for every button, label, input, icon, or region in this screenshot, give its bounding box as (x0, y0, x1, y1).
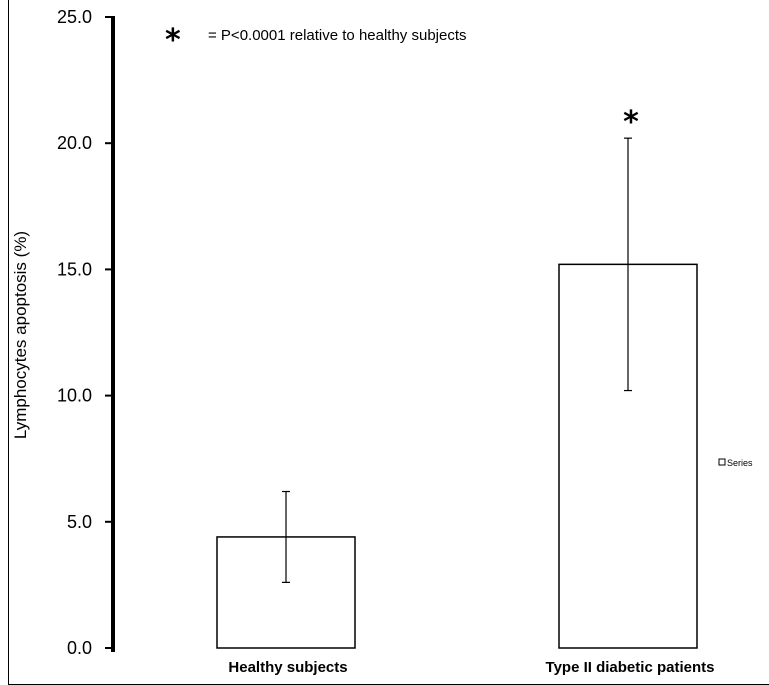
significance-star-icon: * (623, 105, 639, 140)
y-tick-label: 20.0 (57, 133, 92, 153)
category-label: Healthy subjects (228, 659, 347, 676)
y-axis-ticks: 0.0 5.0 10.0 15.0 20.0 25.0 (57, 7, 113, 658)
category-label: Type II diabetic patients (546, 659, 715, 676)
error-bars-group (282, 137, 632, 583)
legend-swatch (718, 458, 726, 466)
significance-markers: * (623, 105, 639, 140)
bars-group (216, 263, 698, 649)
y-tick-label: 15.0 (57, 259, 92, 279)
y-tick-label: 25.0 (57, 7, 92, 27)
legend: Series (718, 458, 753, 468)
y-tick-label: 0.0 (67, 638, 92, 658)
y-tick-label: 10.0 (57, 386, 92, 406)
significance-star-icon: * (165, 23, 181, 58)
category-labels: Healthy subjects Type II diabetic patient… (228, 659, 714, 676)
y-axis-label: Lymphocytes apoptosis (%) (11, 231, 30, 439)
y-tick-label: 5.0 (67, 512, 92, 532)
legend-entry-label: Series (727, 458, 753, 468)
significance-note: = P<0.0001 relative to healthy subjects (208, 27, 467, 44)
